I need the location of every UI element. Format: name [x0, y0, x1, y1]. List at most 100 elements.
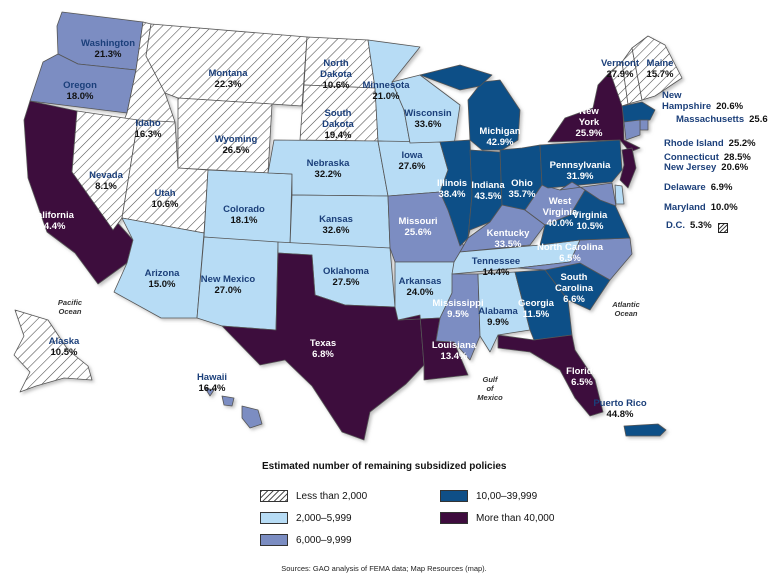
state-label-kansas: Kansas 32.6% [319, 214, 353, 236]
state-label-wyoming: Wyoming 26.5% [215, 134, 258, 156]
state-percentage: 27.6% [398, 161, 426, 172]
state-label-arizona: Arizona 15.0% [145, 268, 180, 290]
state-name: South Carolina [554, 272, 594, 294]
state-name: Virginia [572, 210, 608, 221]
state-michigan [467, 79, 521, 151]
state-label-connecticut: Connecticut 28.5% [664, 152, 751, 163]
state-name: Nevada [89, 170, 123, 181]
state-percentage: 9.9% [487, 317, 509, 328]
state-label-missouri: Missouri 25.6% [398, 216, 437, 238]
state-percentage: 44.8% [606, 409, 634, 420]
state-percentage: 13.4% [440, 351, 468, 362]
state-name: California [30, 210, 74, 221]
state-name: Michigan [479, 126, 521, 137]
state-percentage: 16.4% [198, 383, 226, 394]
state-north-carolina [517, 237, 633, 281]
state-name: Colorado [223, 204, 265, 215]
state-percentage: 32.2% [314, 169, 342, 180]
state-percentage: 27.9% [606, 69, 634, 80]
state-label-georgia: Georgia 11.5% [518, 298, 554, 320]
state-label-montana: Montana 22.3% [208, 68, 247, 90]
state-label-ohio: Ohio 35.7% [509, 178, 536, 200]
state-name: Alabama [478, 306, 518, 317]
state-name: Massachusetts [676, 114, 745, 125]
state-name: Ohio [511, 178, 533, 189]
state-percentage: 10.6% [151, 199, 179, 210]
state-percentage: 42.9% [486, 137, 514, 148]
state-michigan [419, 64, 493, 91]
state-percentage: 16.3% [134, 129, 162, 140]
state-label-alaska: Alaska 10.5% [49, 336, 80, 358]
state-percentage: 8.1% [95, 181, 117, 192]
state-alaska [13, 309, 93, 393]
state-percentage: 28.5% [723, 152, 751, 163]
state-name: Pennsylvania [549, 160, 611, 171]
state-maryland [559, 181, 617, 207]
state-name: Delaware [664, 182, 706, 193]
state-percentage: 27.5% [332, 277, 360, 288]
state-name: New Mexico [200, 274, 256, 285]
state-percentage: 10.0% [710, 202, 738, 213]
state-label-north-dakota: North Dakota 10.6% [320, 58, 352, 91]
state-label-delaware: Delaware 6.9% [664, 182, 732, 193]
legend-item-more-than-40000: More than 40,000 [440, 512, 554, 524]
state-percentage: 31.9% [566, 171, 594, 182]
state-percentage: 38.4% [438, 189, 466, 200]
state-percentage: 10.5% [50, 347, 78, 358]
state-label-mississippi: Mississippi 9.5% [432, 298, 483, 320]
state-connecticut [623, 119, 641, 141]
state-name: New Jersey [664, 162, 717, 173]
state-hawaii [241, 405, 263, 429]
state-label-colorado: Colorado 18.1% [223, 204, 265, 226]
state-percentage: 43.5% [474, 191, 502, 202]
state-label-massachusetts: Massachusetts 25.6% [676, 114, 768, 125]
state-label-florida: Florida 6.5% [566, 366, 598, 388]
pacific-ocean-label: Pacific Ocean [57, 298, 83, 316]
state-florida [497, 334, 604, 417]
state-percentage: 24.0% [406, 287, 434, 298]
state-label-south-carolina: South Carolina 6.6% [555, 272, 593, 305]
state-massachusetts [621, 101, 656, 123]
state-hawaii [221, 395, 235, 407]
state-percentage: 18.0% [66, 91, 94, 102]
state-name: Oregon [63, 80, 97, 91]
state-label-michigan: Michigan 42.9% [479, 126, 520, 148]
state-label-iowa: Iowa 27.6% [399, 150, 426, 172]
state-label-kentucky: Kentucky 33.5% [487, 228, 530, 250]
state-label-west-virginia: West Virginia 40.0% [543, 196, 578, 229]
state-montana [145, 23, 308, 107]
state-percentage: 14.4% [482, 267, 510, 278]
legend-label: 6,000–9,999 [296, 534, 352, 546]
state-hawaii [204, 387, 215, 397]
state-name: Illinois [436, 178, 468, 189]
legend-swatch [260, 512, 288, 524]
state-label-washington: Washington 21.3% [81, 38, 135, 60]
legend-item-2000-5999: 2,000–5,999 [260, 512, 352, 524]
state-label-oregon: Oregon 18.0% [63, 80, 97, 102]
state-label-hawaii: Hawaii 16.4% [197, 372, 227, 394]
state-percentage: 5.3% [690, 220, 712, 231]
legend-swatch [260, 490, 288, 502]
state-name: Iowa [401, 150, 423, 161]
state-label-virginia: Virginia 10.5% [573, 210, 608, 232]
state-name: Connecticut [664, 152, 719, 163]
state-label-dc: D.C. 5.3% [666, 220, 712, 231]
state-label-indiana: Indiana 43.5% [471, 180, 504, 202]
state-percentage: 11.5% [522, 309, 550, 320]
state-name: Idaho [135, 118, 161, 129]
state-name: Wyoming [214, 134, 258, 145]
legend-label: 10,00–39,999 [476, 490, 538, 502]
gulf-of-mexico-label: Gulf of Mexico [477, 375, 503, 402]
state-name: Georgia [518, 298, 554, 309]
state-name: Maryland [664, 202, 706, 213]
state-name: Oklahoma [323, 266, 369, 277]
state-name: Minnesota [362, 80, 410, 91]
state-percentage: 6.6% [563, 294, 585, 305]
state-percentage: 21.0% [372, 91, 400, 102]
state-percentage: 6.5% [559, 253, 581, 264]
state-label-south-dakota: South Dakota 19.4% [322, 108, 354, 141]
state-puerto-rico [623, 423, 667, 437]
state-label-texas: Texas 6.8% [310, 338, 336, 360]
state-label-oklahoma: Oklahoma 27.5% [323, 266, 369, 288]
